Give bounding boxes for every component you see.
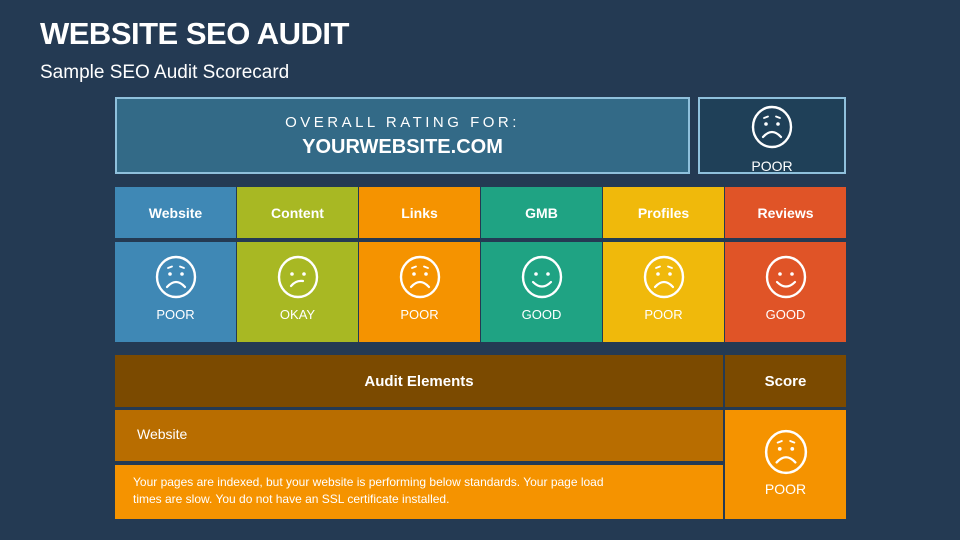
sad-face-icon: [764, 429, 807, 475]
description-text: Your pages are indexed, but your website…: [133, 475, 604, 506]
category-rating-gmb: GOOD: [481, 242, 602, 342]
overall-score-box: POOR: [698, 97, 846, 174]
page-subtitle: Sample SEO Audit Scorecard: [40, 62, 290, 83]
audit-row-rating: POOR: [764, 481, 807, 497]
rating-label: OKAY: [279, 307, 316, 322]
happy-face-icon: [521, 255, 562, 299]
score-header: Score: [725, 355, 846, 407]
sad-face-icon: [155, 255, 196, 299]
category-rating-profiles: POOR: [603, 242, 724, 342]
category-rating-website: POOR: [115, 242, 236, 342]
audit-row-score: POOR: [725, 410, 846, 519]
sad-face-icon: [643, 255, 684, 299]
category-rating-links: POOR: [359, 242, 480, 342]
audit-elements-header: Audit Elements: [115, 355, 723, 407]
category-header-links: Links: [359, 187, 480, 238]
category-rating-content: OKAY: [237, 242, 358, 342]
overall-rating-banner: OVERALL RATING FOR: YOURWEBSITE.COM: [115, 97, 690, 174]
sad-face-icon: [399, 255, 440, 299]
page-title: WEBSITE SEO AUDIT: [40, 16, 349, 51]
category-header-website: Website: [115, 187, 236, 238]
happy-face-icon: [765, 255, 806, 299]
overall-label: OVERALL RATING FOR:: [285, 114, 520, 131]
neutral-face-icon: [277, 255, 318, 299]
audit-row-name: Website: [115, 410, 723, 461]
sad-face-icon: [751, 105, 793, 149]
rating-label: POOR: [156, 307, 195, 322]
category-rating-reviews: GOOD: [725, 242, 846, 342]
category-header-content: Content: [237, 187, 358, 238]
category-header-reviews: Reviews: [725, 187, 846, 238]
category-header-profiles: Profiles: [603, 187, 724, 238]
website-name: YOURWEBSITE.COM: [302, 136, 503, 158]
rating-label: GOOD: [765, 307, 806, 322]
overall-rating: POOR: [751, 158, 793, 174]
audit-row-description: Your pages are indexed, but your website…: [115, 465, 723, 519]
category-header-gmb: GMB: [481, 187, 602, 238]
rating-label: POOR: [644, 307, 683, 322]
rating-label: GOOD: [521, 307, 562, 322]
rating-label: POOR: [400, 307, 439, 322]
